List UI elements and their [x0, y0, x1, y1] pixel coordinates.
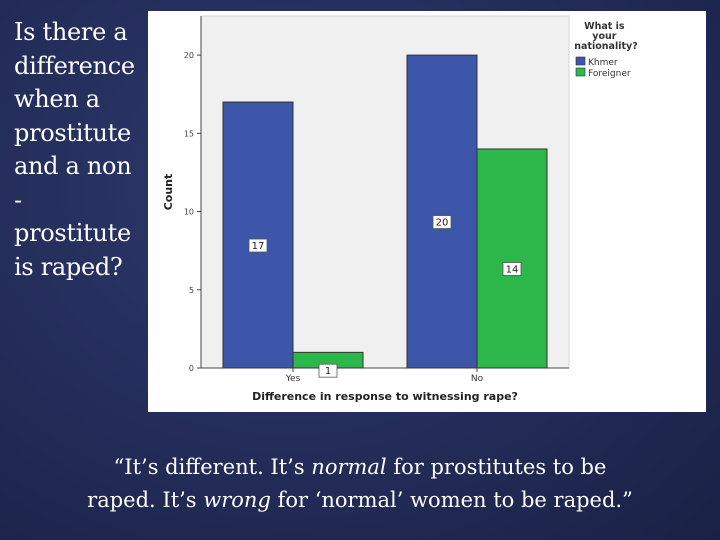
bar-khmer-no	[406, 54, 478, 369]
data-label-box	[318, 363, 338, 378]
data-label: 20	[436, 218, 449, 229]
y-tick-label: 15	[184, 129, 194, 138]
chart-panel: 0 5 10 15 20 Yes No 17 1 20 14 Count Difference …	[148, 11, 706, 412]
data-label: 17	[252, 241, 265, 252]
x-axis-title: Difference in response to witnessing rap…	[252, 390, 518, 403]
question-line: prostitute	[14, 219, 131, 247]
data-label-box	[502, 262, 522, 276]
legend-swatch-khmer	[575, 56, 586, 66]
quote-emphasis: normal	[311, 455, 387, 479]
quote-text: “It’s different. It’s normal for prostit…	[0, 451, 720, 517]
quote-emphasis: wrong	[203, 488, 271, 512]
data-label-box	[432, 215, 452, 229]
quote-text-segment: “It’s different. It’s	[113, 455, 312, 479]
legend-title: What is your nationality?	[574, 21, 637, 52]
x-tick-label: Yes	[285, 374, 301, 384]
question-line: when a	[14, 85, 100, 113]
legend-label-foreigner: Foreigner	[588, 69, 631, 79]
legend-swatch-foreigner	[575, 67, 586, 77]
data-label: 14	[506, 264, 519, 275]
question-line: is raped?	[14, 252, 123, 281]
quote-text-segment: for prostitutes to be	[386, 455, 607, 479]
question-line: difference	[14, 51, 135, 80]
question-line: prostitute	[14, 118, 131, 147]
question-line: Is there a	[14, 18, 128, 46]
bar-foreigner-no	[476, 148, 548, 369]
question-line: -	[14, 185, 22, 214]
data-label-box	[248, 238, 268, 253]
legend-label-khmer: Khmer	[588, 58, 618, 68]
y-tick-label: 10	[184, 208, 194, 217]
y-tick-label: 5	[189, 286, 194, 295]
quote-text-segment: for ‘normal’ women to be raped.”	[270, 488, 633, 512]
y-tick-label: 0	[189, 364, 194, 373]
quote-line-2: raped. It’s wrong for ‘normal’ women to …	[87, 488, 633, 512]
quote-line-1: “It’s different. It’s normal for prostit…	[114, 455, 607, 479]
x-tick-label: No	[471, 374, 484, 384]
question-text: Is there a difference when a prostitute …	[14, 16, 142, 284]
question-line: and a non	[14, 152, 132, 180]
y-tick-label: 20	[184, 51, 194, 60]
bar-khmer-yes	[222, 101, 294, 369]
y-axis-title: Count	[162, 174, 175, 211]
bar-chart: 0 5 10 15 20 Yes No 17 1 20 14 Count Difference …	[162, 15, 638, 403]
quote-text-segment: raped. It’s	[87, 488, 204, 512]
data-label: 1	[325, 366, 331, 377]
